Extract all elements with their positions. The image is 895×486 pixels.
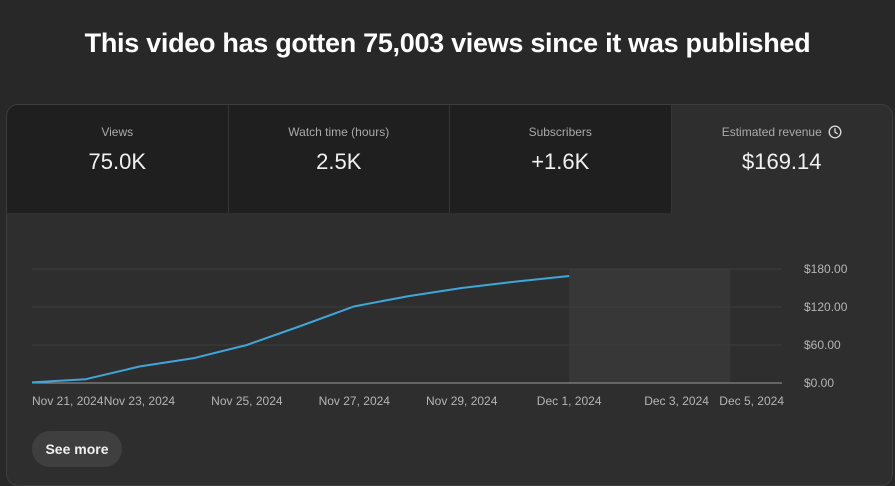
metric-tab-views[interactable]: Views 75.0K — [7, 105, 229, 213]
metric-value: +1.6K — [450, 149, 671, 175]
page-title: This video has gotten 75,003 views since… — [0, 28, 895, 59]
metric-tab-subscribers[interactable]: Subscribers +1.6K — [450, 105, 672, 213]
x-tick-label: Nov 29, 2024 — [426, 394, 498, 408]
x-tick-label: Dec 1, 2024 — [537, 394, 602, 408]
y-tick-label: $60.00 — [804, 338, 841, 352]
x-tick-label: Nov 27, 2024 — [319, 394, 391, 408]
y-tick-label: $120.00 — [804, 300, 848, 314]
metric-value: 75.0K — [7, 149, 228, 175]
clock-icon[interactable] — [828, 125, 842, 139]
x-tick-label: Nov 25, 2024 — [211, 394, 283, 408]
metric-tabs: Views 75.0K Watch time (hours) 2.5K Subs… — [7, 105, 892, 213]
x-tick-label: Nov 21, 2024 — [32, 394, 104, 408]
y-tick-label: $180.00 — [804, 262, 848, 276]
metric-label: Views — [101, 125, 133, 139]
metric-value: $169.14 — [672, 149, 893, 175]
revenue-line — [32, 276, 569, 382]
x-tick-label: Nov 23, 2024 — [104, 394, 176, 408]
metric-tab-estimated-revenue[interactable]: Estimated revenue $169.14 — [672, 105, 893, 213]
projection-area — [569, 269, 730, 383]
analytics-card: Views 75.0K Watch time (hours) 2.5K Subs… — [6, 104, 893, 486]
metric-label: Estimated revenue — [722, 125, 822, 139]
metric-label-row: Estimated revenue — [722, 125, 842, 139]
x-tick-label: Dec 3, 2024 — [644, 394, 709, 408]
y-tick-label: $0.00 — [804, 376, 834, 390]
metric-tab-watch-time[interactable]: Watch time (hours) 2.5K — [229, 105, 451, 213]
x-tick-label: Dec 5, 2024 — [719, 394, 784, 408]
metric-label: Watch time (hours) — [288, 125, 389, 139]
metric-value: 2.5K — [229, 149, 450, 175]
metric-label: Subscribers — [529, 125, 592, 139]
see-more-button[interactable]: See more — [32, 431, 122, 467]
